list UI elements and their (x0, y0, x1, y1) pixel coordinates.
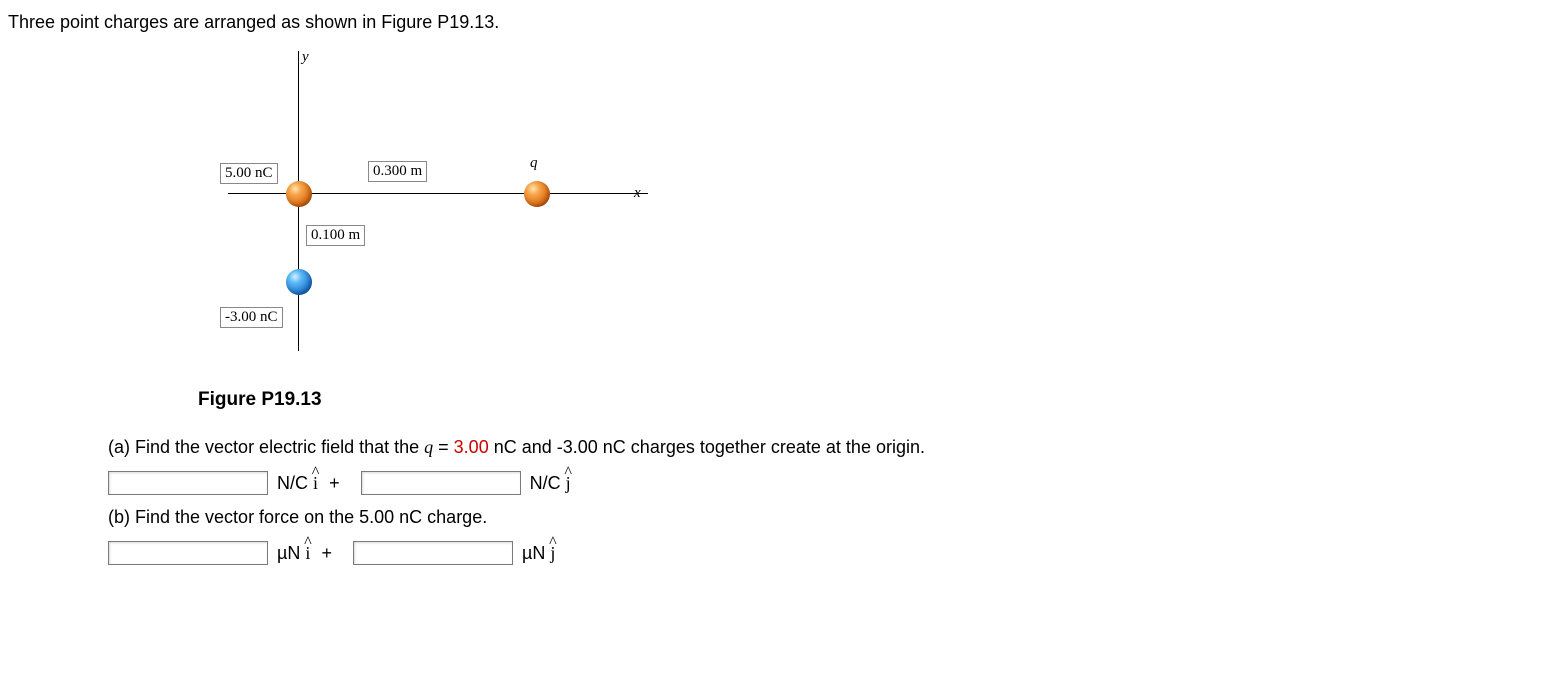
distance-x-label: 0.300 m (368, 161, 427, 182)
charge-q-sphere-icon (524, 181, 550, 207)
part-b-prompt: (b) Find the vector force on the 5.00 nC… (108, 503, 1542, 532)
i-hat-icon: ^i (305, 539, 310, 568)
x-axis-label: x (634, 185, 641, 202)
part-a-i-unit: N/C ^i + (277, 469, 346, 498)
part-b-j-unit: µN ^j (522, 539, 555, 568)
charge-negative-sphere-icon (286, 269, 312, 295)
q-value: 3.00 (454, 437, 489, 457)
part-a-rest: nC and -3.00 nC charges together create … (489, 437, 925, 457)
questions-block: (a) Find the vector electric field that … (108, 433, 1542, 568)
plus-sign: + (329, 473, 340, 493)
charge-origin-sphere-icon (286, 181, 312, 207)
part-a-j-input[interactable] (361, 471, 521, 495)
j-hat-icon: ^j (550, 539, 555, 568)
part-b-answer-row: µN ^i + µN ^j (108, 538, 1542, 568)
q-variable: q (424, 437, 433, 457)
i-hat-icon: ^i (313, 469, 318, 498)
part-b-i-input[interactable] (108, 541, 268, 565)
equals-text: = (433, 437, 454, 457)
y-axis-label: y (302, 49, 309, 66)
charge-origin-value-label: 5.00 nC (220, 163, 278, 184)
part-a-i-input[interactable] (108, 471, 268, 495)
part-b-j-input[interactable] (353, 541, 513, 565)
part-a-j-unit: N/C ^j (530, 469, 571, 498)
part-a-prompt: (a) Find the vector electric field that … (108, 433, 1542, 462)
j-hat-icon: ^j (566, 469, 571, 498)
part-a-answer-row: N/C ^i + N/C ^j (108, 468, 1542, 498)
plus-sign: + (321, 543, 332, 563)
problem-intro: Three point charges are arranged as show… (8, 12, 1542, 33)
distance-y-label: 0.100 m (306, 225, 365, 246)
figure-caption: Figure P19.13 (198, 389, 1542, 411)
q-charge-label: q (530, 155, 538, 172)
part-a-prefix: (a) Find the vector electric field that … (108, 437, 424, 457)
part-b-i-unit: µN ^i + (277, 539, 338, 568)
figure-diagram: y x q 5.00 nC -3.00 nC 0.300 m 0.100 m (198, 51, 698, 381)
charge-negative-value-label: -3.00 nC (220, 307, 283, 328)
